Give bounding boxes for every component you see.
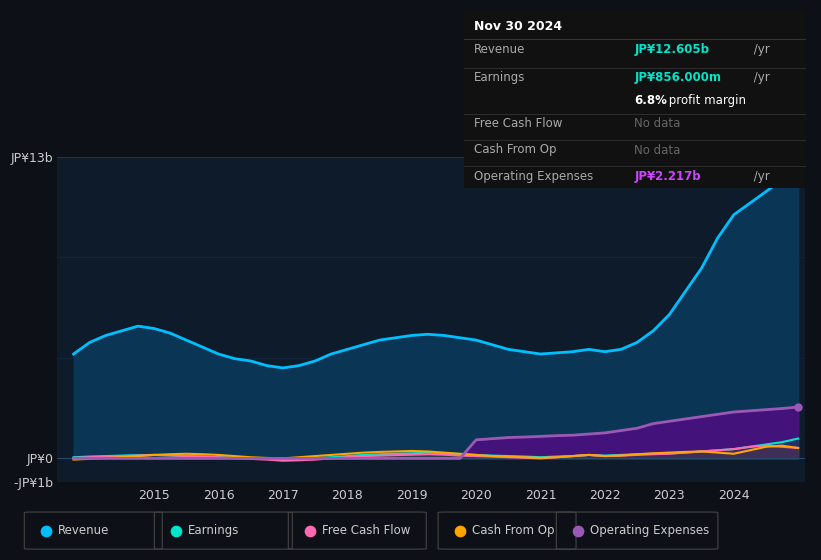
Text: /yr: /yr <box>750 170 770 183</box>
Text: Revenue: Revenue <box>58 524 109 537</box>
Text: JP¥856.000m: JP¥856.000m <box>635 71 721 84</box>
Text: Cash From Op: Cash From Op <box>474 143 557 156</box>
Text: 6.8%: 6.8% <box>635 94 667 107</box>
Point <box>453 526 466 535</box>
Text: /yr: /yr <box>750 71 770 84</box>
Text: No data: No data <box>635 143 681 156</box>
Point <box>170 526 183 535</box>
Text: JP¥12.605b: JP¥12.605b <box>635 43 709 56</box>
Point <box>571 526 585 535</box>
Text: Earnings: Earnings <box>188 524 240 537</box>
Text: Nov 30 2024: Nov 30 2024 <box>474 20 562 33</box>
Text: Free Cash Flow: Free Cash Flow <box>474 117 562 130</box>
Text: Earnings: Earnings <box>474 71 525 84</box>
Text: JP¥2.217b: JP¥2.217b <box>635 170 701 183</box>
Text: No data: No data <box>635 117 681 130</box>
Text: /yr: /yr <box>750 43 770 56</box>
Point <box>791 161 805 170</box>
Point <box>39 526 53 535</box>
Text: Revenue: Revenue <box>474 43 525 56</box>
Text: profit margin: profit margin <box>665 94 746 107</box>
Text: Cash From Op: Cash From Op <box>472 524 554 537</box>
Text: Free Cash Flow: Free Cash Flow <box>322 524 410 537</box>
Point <box>791 403 805 412</box>
Point <box>304 526 317 535</box>
Text: Operating Expenses: Operating Expenses <box>474 170 594 183</box>
Text: Operating Expenses: Operating Expenses <box>590 524 709 537</box>
